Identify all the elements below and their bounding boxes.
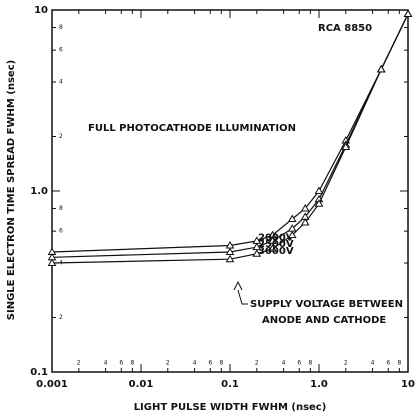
series-line — [51, 13, 409, 258]
data-point — [287, 214, 297, 223]
x-tick-label: 0.01 — [129, 379, 154, 390]
data-point — [300, 204, 310, 212]
x-tick-label: 4 — [282, 360, 286, 367]
chart-title: RCA 8850 — [318, 23, 372, 34]
series-label: 2500V — [258, 239, 294, 250]
data-point — [225, 254, 235, 263]
data-point — [376, 64, 386, 73]
data-point — [314, 199, 324, 207]
data-point — [47, 258, 57, 267]
data-point — [252, 249, 262, 257]
series-line — [51, 13, 409, 253]
x-tick-label: 6 — [208, 360, 212, 367]
x-tick-label: 8 — [397, 360, 401, 367]
y-tick-label: 1.0 — [30, 186, 48, 197]
x-tick-label: 2 — [255, 360, 259, 367]
x-tick-label: 4 — [104, 360, 108, 367]
y-tick-label: 2 — [59, 314, 63, 321]
x-tick-label: 4 — [193, 360, 197, 367]
data-point — [225, 247, 235, 256]
x-tick-label: 8 — [130, 360, 134, 367]
y-tick-label: 8 — [59, 205, 63, 212]
series-line — [51, 13, 409, 264]
y-tick-label: 4 — [59, 79, 63, 86]
data-point — [268, 244, 277, 252]
x-tick-label: 0.1 — [221, 379, 239, 390]
data-point — [403, 9, 413, 18]
data-point — [300, 217, 310, 226]
data-point — [287, 230, 297, 239]
x-tick-label: 2 — [166, 360, 170, 367]
x-tick-label: 10 — [401, 379, 415, 390]
x-tick-label: 6 — [297, 360, 301, 367]
y-axis-label: SINGLE ELECTRON TIME SPREAD FWHM (nsec) — [6, 60, 17, 320]
series-label: 3000V — [258, 246, 294, 257]
annotation: ANODE AND CATHODE — [262, 315, 386, 326]
y-tick-label: 8 — [59, 24, 63, 31]
x-axis-label: LIGHT PULSE WIDTH FWHM (nsec) — [134, 402, 327, 413]
y-tick-label: 10 — [34, 5, 48, 16]
data-point — [268, 236, 277, 244]
y-tick-label: 2 — [59, 133, 63, 140]
x-tick-label: 8 — [308, 360, 312, 367]
x-tick-label: 8 — [219, 360, 223, 367]
y-tick-label: 6 — [59, 47, 63, 54]
annotation-arrow — [233, 280, 248, 305]
data-point — [341, 142, 351, 151]
x-tick-label: 2 — [77, 360, 81, 367]
y-tick-label: 6 — [59, 228, 63, 235]
chart-subtitle: FULL PHOTOCATHODE ILLUMINATION — [88, 123, 296, 134]
x-tick-label: 6 — [119, 360, 123, 367]
x-tick-label: 2 — [344, 360, 348, 367]
annotation: SUPPLY VOLTAGE BETWEEN — [250, 299, 403, 310]
y-tick-label: 0.1 — [30, 367, 48, 378]
x-tick-label: 0.001 — [36, 379, 68, 390]
x-tick-label: 4 — [371, 360, 375, 367]
x-tick-label: 6 — [386, 360, 390, 367]
x-tick-label: 1.0 — [310, 379, 328, 390]
series-label: 2000V — [258, 232, 294, 243]
data-point — [314, 186, 324, 194]
